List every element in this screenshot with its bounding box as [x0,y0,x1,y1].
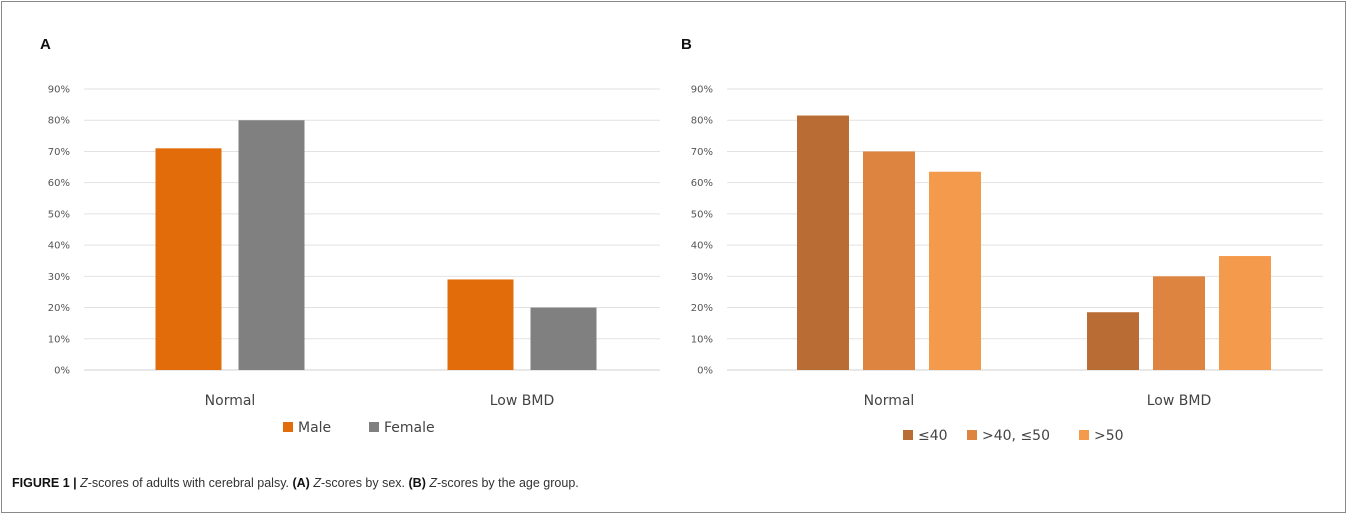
b-category-label: Low BMD [1147,393,1211,409]
a-legend-label-0: Male [298,420,331,436]
a-y-tick-label: 60% [48,178,70,189]
caption-z-2: Z [313,476,321,490]
caption-a-label: (A) [292,476,310,490]
a-bar-0-1 [238,120,305,370]
b-y-tick-label: 80% [691,116,713,127]
a-y-tick-label: 20% [48,303,70,314]
a-y-tick-label: 90% [48,85,70,96]
b-y-tick-label: 50% [691,209,713,220]
a-y-tick-label: 30% [48,272,70,283]
caption-b-label: (B) [408,476,426,490]
caption-part-2: -scores by sex. [320,476,406,490]
figure-caption: FIGURE 1 | Z-scores of adults with cereb… [12,476,579,490]
b-y-tick-label: 60% [691,178,713,189]
a-y-tick-label: 80% [48,116,70,127]
b-bar-1-2 [1219,256,1271,370]
b-bar-0-2 [929,171,981,370]
a-legend-swatch-1 [369,422,379,432]
a-bar-0-0 [155,148,222,370]
a-y-tick-label: 10% [48,334,70,345]
b-y-tick-label: 0% [697,366,713,377]
b-legend-label-1: >40, ≤50 [982,428,1050,444]
b-y-tick-label: 20% [691,303,713,314]
caption-figure-label: FIGURE 1 | [12,476,77,490]
a-legend-label-1: Female [384,420,435,436]
a-bar-1-1 [530,307,597,370]
caption-part-1: -scores of adults with cerebral palsy. [87,476,289,490]
a-y-tick-label: 40% [48,241,70,252]
b-y-tick-label: 30% [691,272,713,283]
caption-z-3: Z [429,476,437,490]
b-y-tick-label: 40% [691,241,713,252]
panel-label-b: B [681,36,692,53]
b-legend-swatch-0 [903,430,913,440]
b-category-label: Normal [864,393,915,409]
a-legend-swatch-0 [283,422,293,432]
a-category-label: Normal [205,393,256,409]
caption-part-3: -scores by the age group. [437,476,579,490]
a-y-tick-label: 70% [48,147,70,158]
a-category-label: Low BMD [490,393,554,409]
b-legend-label-0: ≤40 [918,428,948,444]
b-y-tick-label: 90% [691,85,713,96]
b-legend-label-2: >50 [1094,428,1124,444]
b-bar-0-1 [863,151,915,370]
b-bar-1-0 [1087,312,1139,370]
b-legend-swatch-1 [967,430,977,440]
b-legend-swatch-2 [1079,430,1089,440]
b-y-tick-label: 10% [691,334,713,345]
a-bar-1-0 [447,279,514,370]
a-y-tick-label: 0% [54,366,70,377]
caption-z-1: Z [80,476,88,490]
b-bar-0-0 [797,115,849,371]
b-y-tick-label: 70% [691,147,713,158]
b-bar-1-1 [1153,276,1205,370]
a-y-tick-label: 50% [48,209,70,220]
panel-label-a: A [40,36,51,53]
